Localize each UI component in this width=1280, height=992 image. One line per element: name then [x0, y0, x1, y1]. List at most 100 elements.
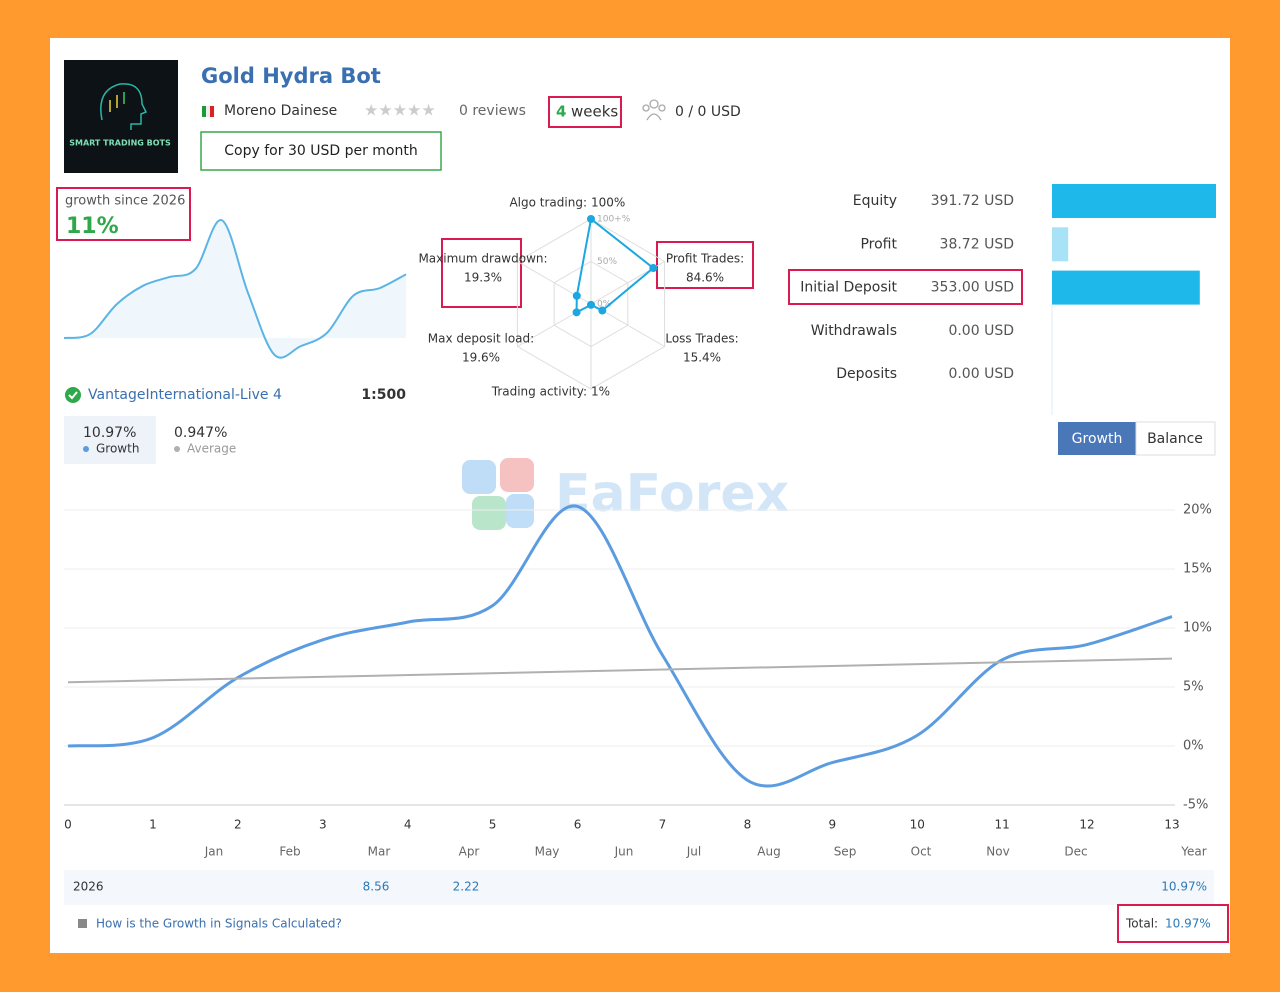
- legend-dot: [83, 446, 89, 452]
- x-tick-label: 6: [574, 818, 582, 832]
- y-tick-label: 0%: [1183, 739, 1204, 754]
- radar-value: 84.6%: [686, 271, 724, 285]
- stat-label: Withdrawals: [811, 323, 897, 339]
- radar-value: 1%: [591, 385, 610, 399]
- x-tick-label: 11: [995, 818, 1010, 832]
- stat-value: 0.00 USD: [948, 323, 1014, 339]
- legend-value: 10.97%: [83, 425, 136, 441]
- highlight: [788, 269, 1023, 305]
- month-label: Mar: [368, 845, 391, 859]
- y-tick-label: -5%: [1183, 798, 1208, 813]
- month-label: Aug: [757, 845, 780, 859]
- growth-value: 11%: [66, 214, 119, 239]
- table-row: [64, 870, 1214, 905]
- growth-label: growth since 2026: [65, 194, 185, 209]
- radar-tick-label: 100+%: [597, 215, 631, 225]
- month-label: Jul: [686, 845, 701, 859]
- mini-line: [63, 219, 407, 359]
- month-label: Oct: [911, 845, 932, 859]
- footer-icon: [78, 919, 87, 928]
- stars: ★★★★★: [364, 101, 436, 120]
- stat-value: 38.72 USD: [940, 236, 1014, 252]
- flag: [202, 106, 206, 117]
- watermark: EaForex: [555, 464, 789, 524]
- y-tick-label: 15%: [1183, 562, 1212, 577]
- radar-tick-label: 50%: [597, 257, 617, 267]
- x-tick-label: 10: [910, 818, 925, 832]
- x-tick-label: 4: [404, 818, 412, 832]
- radar-label: Algo trading:: [509, 196, 587, 210]
- stat-bar: [1052, 227, 1069, 262]
- highlight: [56, 187, 191, 241]
- table-total: 10.97%: [1161, 880, 1207, 894]
- legend-name: Average: [187, 442, 236, 456]
- subscribers-icon: [642, 99, 666, 121]
- stat-value: 353.00 USD: [931, 280, 1014, 296]
- radar-label: Trading activity:: [491, 385, 587, 399]
- stat-label: Deposits: [836, 366, 897, 382]
- month-label: Nov: [986, 845, 1009, 859]
- month-label: Dec: [1064, 845, 1087, 859]
- month-label: Jun: [614, 845, 634, 859]
- x-tick-label: 9: [828, 818, 836, 832]
- x-tick-label: 8: [744, 818, 752, 832]
- subscribers: 0 / 0 USD: [675, 104, 741, 120]
- stat-value: 0.00 USD: [948, 366, 1014, 382]
- broker[interactable]: VantageInternational-Live 4: [88, 387, 282, 403]
- radar-point: [598, 306, 607, 315]
- month-label: Apr: [459, 845, 480, 859]
- tab-label[interactable]: Balance: [1147, 431, 1203, 447]
- table-value: 8.56: [363, 880, 390, 894]
- total-label: Total:: [1125, 917, 1158, 931]
- logo: [64, 60, 178, 173]
- radar-point: [587, 300, 595, 309]
- legend-active[interactable]: [64, 416, 156, 464]
- tab-label[interactable]: Growth: [1072, 431, 1123, 447]
- legend-name: Growth: [96, 442, 139, 456]
- verified-icon: [65, 387, 81, 403]
- footer-link[interactable]: How is the Growth in Signals Calculated?: [96, 917, 342, 931]
- title[interactable]: Gold Hydra Bot: [201, 64, 381, 88]
- highlight: [1117, 904, 1229, 943]
- table-value: 2.22: [453, 880, 480, 894]
- tab[interactable]: [1135, 421, 1216, 456]
- svg-text:★★★★★: ★★★★★: [364, 101, 436, 120]
- stat-label: Profit: [860, 236, 897, 252]
- highlight: [656, 241, 754, 289]
- month-label: Sep: [834, 845, 857, 859]
- author[interactable]: Moreno Dainese: [224, 103, 337, 119]
- logo-text: SMART TRADING BOTS: [69, 139, 171, 148]
- weeks-number: 4: [556, 103, 566, 121]
- mini-area: [64, 219, 406, 358]
- stat-bar: [1052, 270, 1200, 305]
- highlight: [548, 96, 622, 128]
- radar-label: Profit Trades:: [666, 252, 744, 266]
- table-year: 2026: [73, 880, 104, 894]
- radar-point: [572, 291, 581, 300]
- radar-value: 19.6%: [462, 351, 500, 365]
- copy-button[interactable]: [200, 131, 442, 171]
- month-label: Jan: [204, 845, 224, 859]
- line-series: [67, 657, 1173, 684]
- radar-point: [587, 215, 595, 223]
- x-tick-label: 7: [659, 818, 667, 832]
- copy-button-label[interactable]: Copy for 30 USD per month: [224, 143, 417, 159]
- radar-value: 100%: [591, 196, 625, 210]
- radar-label: Maximum drawdown:: [418, 252, 547, 266]
- verified-check: [68, 391, 78, 400]
- watermark-logo: [462, 458, 534, 530]
- month-label: Year: [1180, 845, 1206, 859]
- stat-bar: [1052, 184, 1216, 218]
- reviews[interactable]: 0 reviews: [459, 103, 526, 119]
- y-tick-label: 20%: [1183, 503, 1212, 518]
- logo-icon: [100, 83, 148, 130]
- stat-label: Initial Deposit: [800, 280, 897, 296]
- month-label: May: [535, 845, 560, 859]
- leverage: 1:500: [361, 387, 406, 403]
- tab-active[interactable]: [1058, 422, 1136, 455]
- legend-dot: [174, 446, 180, 452]
- weeks-label: weeks: [571, 103, 618, 121]
- flag: [206, 106, 210, 117]
- panel: [50, 38, 1230, 953]
